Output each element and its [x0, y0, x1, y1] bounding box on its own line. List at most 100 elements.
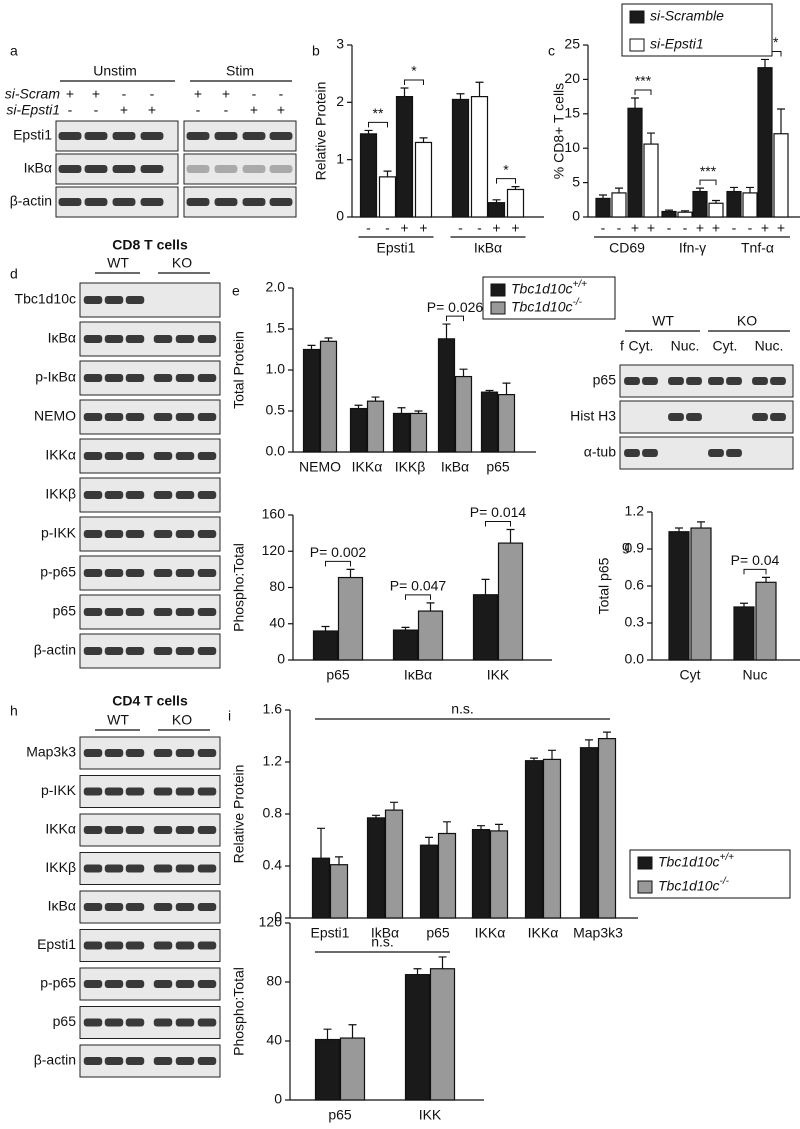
blot-band [83, 452, 103, 460]
blot-row-label: p-p65 [40, 564, 76, 580]
significance-bracket [325, 560, 351, 567]
condition-sign: - [224, 102, 229, 118]
blot-band [125, 296, 145, 304]
legend-label: si-Scramble [650, 8, 724, 24]
condition-sign: + [148, 102, 156, 118]
group-label: IκBα [474, 240, 502, 256]
blot-band [624, 449, 640, 457]
error-bar [371, 396, 380, 402]
y-tick-label: 3 [336, 36, 344, 52]
y-tick-label: 0 [277, 651, 285, 667]
span-label: n.s. [371, 934, 394, 950]
y-tick-label: 0 [274, 909, 282, 925]
blot-row-label: p-IκBα [35, 369, 76, 385]
blot-band [175, 374, 195, 382]
bar [404, 974, 431, 1101]
blot-title: CD8 T cells [112, 237, 188, 253]
x-tick-label: p65 [328, 1107, 352, 1123]
y-tick-label: 0 [274, 1091, 282, 1107]
blot-band [197, 1018, 217, 1027]
x-tick-label: NEMO [299, 459, 341, 475]
condition-sign: + [194, 86, 202, 102]
y-tick-label: 0.0 [625, 651, 645, 667]
blot-header: KO [737, 313, 757, 329]
blot-box [79, 516, 221, 552]
bar [337, 576, 364, 661]
significance-label: * [411, 63, 417, 79]
x-tick-label: + [696, 220, 704, 236]
blot-band [112, 198, 136, 206]
x-tick-label: Nuc [743, 667, 768, 683]
blot-band [83, 569, 103, 577]
blot-row-label: IκBα [24, 160, 52, 176]
bar [454, 375, 473, 453]
error-bar [495, 823, 503, 831]
bar [597, 737, 617, 919]
blot-band [104, 903, 124, 911]
blot-band [153, 980, 173, 988]
blot-row-label: p65 [53, 1013, 77, 1029]
bar [661, 210, 677, 218]
panel-letter: f [620, 338, 624, 354]
significance-label: ** [768, 34, 779, 50]
panel-letter: b [312, 43, 320, 59]
blot-band [83, 608, 103, 616]
error-bar [599, 194, 607, 199]
blot-header: WT [652, 313, 674, 329]
blot-band [104, 335, 124, 343]
blot-subheader: Cyt. [629, 338, 654, 354]
error-bar [502, 382, 511, 395]
x-tick-label: + [761, 220, 769, 236]
x-tick-label: p65 [326, 667, 350, 683]
blot-band [668, 377, 684, 385]
x-tick-label: + [419, 220, 427, 236]
blot-band [175, 1057, 195, 1065]
significance-label: P= 0.047 [390, 578, 447, 594]
blot-band [83, 980, 103, 988]
bar [395, 95, 414, 218]
blot-band [153, 749, 173, 757]
x-tick-label: - [617, 220, 622, 236]
blot-band [686, 377, 702, 385]
bar [451, 98, 470, 218]
blot-band [197, 826, 217, 834]
error-bar [401, 626, 410, 631]
blot-band [153, 826, 173, 834]
blot-band [125, 608, 145, 616]
panel-letter: e [232, 283, 240, 299]
y-tick-label: 40 [266, 1032, 282, 1048]
bar [668, 531, 690, 661]
legend-label: Tbc1d10c+/+ [511, 279, 587, 297]
y-tick-label: 10 [564, 139, 580, 155]
y-tick-label: 0.5 [266, 402, 286, 418]
blot-band [83, 335, 103, 343]
blot-band [153, 335, 173, 343]
error-bar [442, 323, 451, 339]
blot-box [79, 813, 221, 847]
blot-band [708, 377, 724, 385]
blot-band [153, 941, 173, 950]
blot-band [112, 132, 136, 140]
blot-box [79, 890, 221, 924]
error-bar [414, 410, 423, 414]
blot-band [153, 608, 173, 616]
error-bar [603, 731, 611, 739]
error-bar [712, 199, 720, 204]
bar [690, 527, 712, 661]
blot-band [175, 608, 195, 616]
blot-band [104, 608, 124, 616]
blot-band [175, 749, 195, 757]
error-bar [477, 825, 485, 830]
bar [643, 143, 659, 218]
blot-row-label: β-actin [34, 1052, 76, 1068]
y-tick-label: 2 [336, 93, 344, 109]
blot-row-label: Hist H3 [570, 408, 616, 424]
blot-band [153, 647, 173, 655]
blot-band [125, 413, 145, 421]
y-tick-label: 0 [336, 208, 344, 224]
y-axis-label: Phospho:Total [231, 967, 247, 1056]
condition-sign: + [120, 102, 128, 118]
legend-swatch [490, 301, 506, 315]
blot-band [153, 491, 173, 499]
bar [773, 133, 789, 218]
